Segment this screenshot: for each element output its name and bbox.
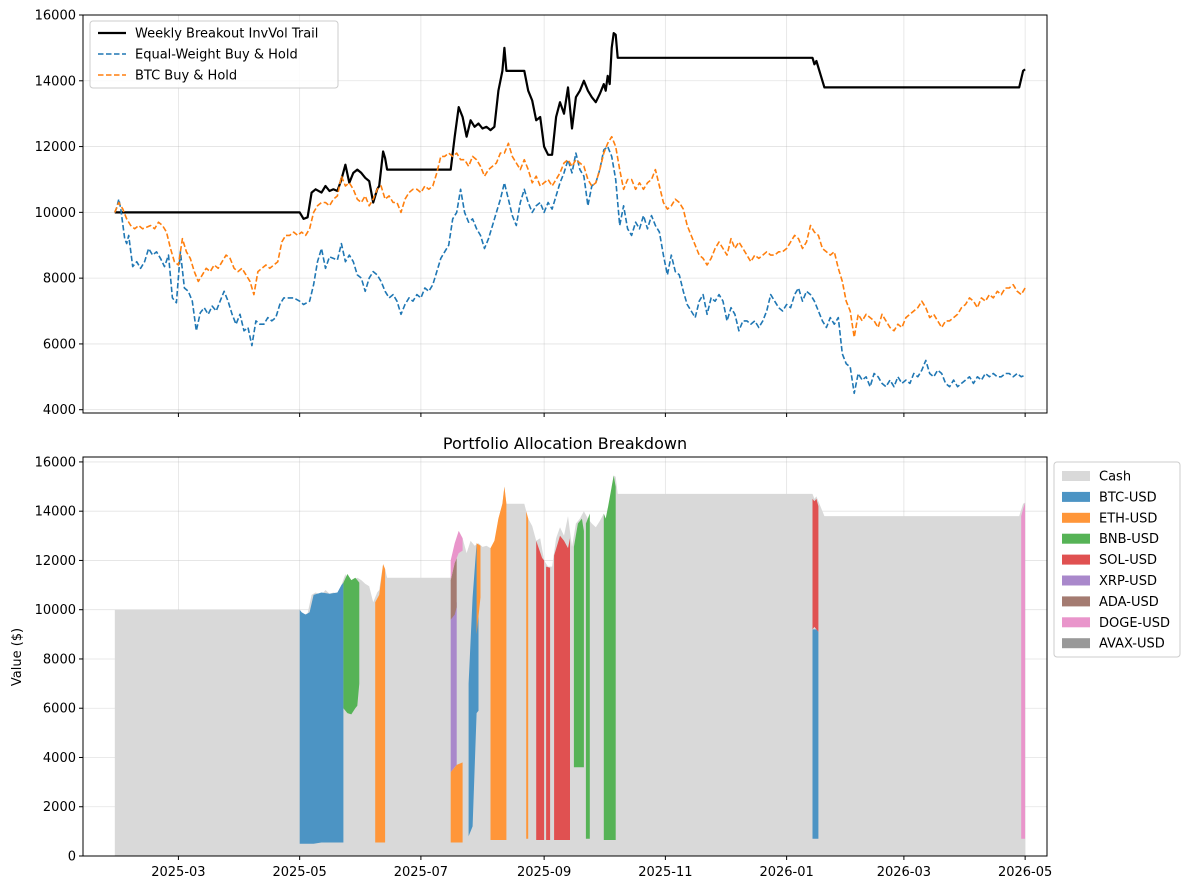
bottom-y-tick-label: 12000 — [35, 554, 76, 569]
area-eth-usd — [375, 564, 386, 843]
bottom-x-tick-label: 2026-01 — [759, 865, 813, 880]
legend-label-btc-usd: BTC-USD — [1099, 490, 1157, 505]
bottom-axes-frame — [82, 456, 1048, 857]
legend-label-sol-usd: SOL-USD — [1099, 553, 1157, 568]
top-y-tick-label: 10000 — [35, 206, 76, 221]
legend-label-doge-usd: DOGE-USD — [1099, 616, 1170, 631]
area-xrp-usd — [450, 602, 457, 773]
area-btc-usd — [812, 629, 819, 839]
bottom-x-tick-label: 2026-05 — [998, 865, 1052, 880]
top-y-tick-label: 4000 — [43, 403, 76, 418]
area-bnb-usd — [573, 518, 584, 768]
legend-swatch-btc-usd — [1062, 491, 1090, 502]
bottom-y-tick-label: 4000 — [43, 751, 76, 766]
bottom-panel: Portfolio Allocation Breakdown 0 2000 4000… — [10, 434, 1181, 880]
top-y-tick-label: 12000 — [35, 140, 76, 155]
area-sol-usd — [812, 498, 819, 632]
area-sol-usd — [554, 535, 570, 840]
legend-label-equal-weight-buy-hold: Equal-Weight Buy & Hold — [135, 48, 298, 63]
bottom-x-tick-label: 2026-03 — [877, 865, 931, 880]
bottom-y-tick-label: 6000 — [43, 702, 76, 717]
area-sol-usd — [536, 540, 545, 840]
legend-swatch-eth-usd — [1062, 512, 1090, 523]
legend-label-weekly-breakout-invvol-trail: Weekly Breakout InvVol Trail — [135, 27, 318, 42]
top-legend-box — [89, 20, 339, 89]
legend-label-ada-usd: ADA-USD — [1099, 595, 1159, 610]
bottom-y-tick-label: 2000 — [43, 800, 76, 815]
line-equal-weight-buy-hold — [114, 145, 1026, 395]
area-bnb-usd — [585, 513, 590, 839]
legend-swatch-cash — [1062, 471, 1090, 481]
bottom-legend-box — [1053, 461, 1181, 658]
bottom-y-tick-label: 8000 — [43, 652, 76, 667]
area-btc-usd — [468, 543, 479, 837]
legend-label-cash: Cash — [1099, 470, 1131, 485]
legend-label-eth-usd: ETH-USD — [1099, 511, 1157, 526]
area-eth-usd — [450, 762, 463, 843]
bottom-y-tick-label: 16000 — [35, 455, 76, 470]
bottom-x-tick-label: 2025-09 — [517, 865, 571, 880]
bottom-x-tick-label: 2025-07 — [394, 865, 448, 880]
top-axes-frame — [82, 14, 1048, 414]
area-btc-usd — [299, 582, 344, 844]
bottom-x-tick-label: 2025-05 — [272, 865, 326, 880]
top-panel: 4000 6000 8000 10000 12000 14000 16000 Weekly … — [35, 9, 1048, 418]
bottom-y-tick-label: 14000 — [35, 505, 76, 520]
legend-swatch-doge-usd — [1062, 617, 1090, 628]
area-eth-usd — [526, 511, 529, 839]
legend-swatch-xrp-usd — [1062, 575, 1090, 586]
bottom-y-tick-label: 0 — [68, 850, 76, 865]
area-sol-usd — [546, 566, 551, 840]
legend-label-btc-buy-hold: BTC Buy & Hold — [135, 69, 237, 84]
area-doge-usd — [450, 530, 463, 581]
legend-label-bnb-usd: BNB-USD — [1099, 532, 1159, 547]
top-legend: Weekly Breakout InvVol Trail Equal-Weight… — [89, 20, 339, 89]
bottom-y-tick-label: 10000 — [35, 603, 76, 618]
legend-swatch-bnb-usd — [1062, 533, 1090, 544]
area-bnb-usd — [343, 574, 360, 715]
area-doge-usd — [1021, 502, 1026, 839]
top-y-tick-label: 16000 — [35, 9, 76, 24]
bottom-chart-title: Portfolio Allocation Breakdown — [443, 434, 687, 453]
top-y-tick-label: 14000 — [35, 74, 76, 89]
area-bnb-usd — [603, 475, 616, 840]
legend-label-avax-usd: AVAX-USD — [1099, 637, 1165, 652]
area-eth-usd — [490, 486, 507, 840]
area-eth-usd — [476, 543, 481, 635]
line-weekly-breakout-invvol-trail — [114, 32, 1026, 220]
top-y-tick-label: 6000 — [43, 337, 76, 352]
legend-swatch-ada-usd — [1062, 596, 1090, 607]
top-y-tick-label: 8000 — [43, 272, 76, 287]
bottom-x-tick-label: 2025-11 — [638, 865, 692, 880]
legend-label-xrp-usd: XRP-USD — [1099, 574, 1157, 589]
bottom-legend: Cash BTC-USD ETH-USD BNB-USD SOL-USD XRP-USD A… — [1053, 461, 1181, 658]
bottom-y-axis-label: Value ($) — [10, 628, 25, 686]
line-btc-buy-hold — [114, 135, 1026, 339]
area-ada-usd — [450, 558, 457, 620]
legend-swatch-sol-usd — [1062, 554, 1090, 565]
legend-swatch-avax-usd — [1062, 638, 1090, 649]
bottom-x-tick-label: 2025-03 — [151, 865, 205, 880]
